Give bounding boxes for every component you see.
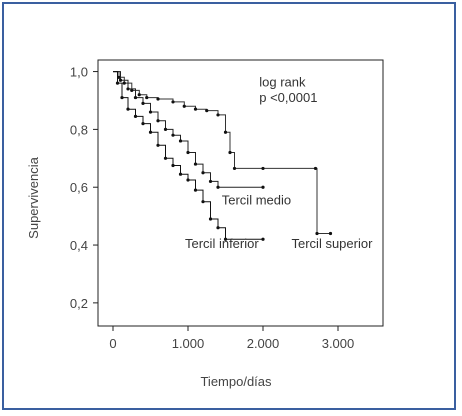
series-label-tercil-medio: Tercil medio [222, 193, 291, 208]
y-tick-label: 0,6 [70, 180, 88, 195]
data-point-tercil-superior [223, 130, 228, 134]
data-point-tercil-medio [193, 162, 198, 166]
data-point-tercil-inferior [208, 217, 213, 221]
data-point-tercil-medio [216, 185, 220, 189]
data-point-tercil-superior [182, 104, 186, 108]
x-tick-label: 3.000 [322, 336, 355, 351]
annotation-text: log rank [259, 75, 306, 90]
data-point-tercil-inferior [261, 237, 265, 241]
data-point-tercil-superior [193, 107, 198, 111]
data-point-tercil-superior [130, 88, 134, 92]
y-axis-ticks: 0,2 0,4 0,6 0,8 1,0 [70, 65, 98, 311]
x-tick-label: 0 [109, 336, 116, 351]
data-point-tercil-inferior [201, 200, 205, 204]
data-point-tercil-superior [122, 81, 126, 85]
x-tick-label: 1.000 [172, 336, 205, 351]
data-point-tercil-superior [145, 95, 149, 100]
data-point-tercil-medio [186, 150, 190, 155]
x-axis-ticks: 0 1.000 2.000 3.000 [109, 326, 354, 351]
y-tick-label: 0,4 [70, 238, 88, 253]
data-point-tercil-inferior [163, 156, 168, 160]
data-point-tercil-inferior [171, 163, 175, 168]
data-point-tercil-inferior [156, 143, 160, 147]
data-point-tercil-medio [201, 171, 205, 175]
data-point-tercil-medio [171, 133, 175, 137]
chart-frame [2, 2, 456, 410]
labels-group: Tercil superior Tercil medio Tercil inferi… [185, 75, 373, 251]
data-point-tercil-medio [148, 110, 153, 114]
data-point-tercil-superior [313, 166, 318, 171]
data-point-tercil-inferior [133, 114, 138, 118]
y-tick-label: 0,8 [70, 122, 88, 137]
series-label-tercil-superior: Tercil superior [292, 236, 374, 251]
data-point-tercil-medio [178, 139, 183, 143]
series-line-tercil-superior [113, 71, 331, 234]
data-point-tercil-inferior [193, 188, 198, 192]
annotation-text: p <0,0001 [259, 90, 317, 105]
data-point-tercil-medio [163, 127, 168, 131]
data-point-tercil-superior [137, 93, 141, 97]
data-point-tercil-medio [126, 87, 130, 91]
series-group [113, 71, 333, 241]
x-tick-label: 2.000 [247, 336, 280, 351]
data-point-tercil-medio [208, 179, 213, 184]
data-point-tercil-superior [171, 100, 175, 104]
data-point-tercil-inferior [126, 107, 130, 111]
data-point-tercil-superior [232, 166, 237, 171]
data-point-tercil-medio [141, 101, 145, 105]
data-point-tercil-superior [315, 231, 319, 236]
data-point-tercil-superior [261, 166, 265, 171]
y-tick-label: 1,0 [70, 65, 88, 80]
data-point-tercil-inferior [216, 226, 220, 230]
data-point-tercil-inferior [223, 237, 228, 241]
series-line-tercil-medio [113, 71, 263, 188]
data-point-tercil-superior [156, 97, 160, 101]
data-point-tercil-inferior [115, 81, 120, 85]
data-point-tercil-inferior [186, 178, 190, 182]
plot-border [97, 59, 384, 327]
data-point-tercil-inferior [141, 122, 145, 126]
series-line-tercil-inferior [113, 71, 263, 240]
data-point-tercil-superior [228, 150, 232, 155]
data-point-tercil-superior [216, 113, 220, 117]
data-point-tercil-inferior [178, 172, 183, 176]
y-tick-label: 0,2 [70, 296, 88, 311]
data-point-tercil-inferior [148, 130, 153, 134]
data-point-tercil-medio [118, 78, 123, 82]
data-point-tercil-superior [205, 108, 209, 113]
x-axis-title: Tiempo/días [200, 374, 272, 389]
data-point-tercil-medio [261, 185, 265, 189]
y-axis-title: Supervivencia [26, 156, 41, 238]
data-point-tercil-superior [328, 231, 333, 236]
series-label-tercil-inferior: Tercil inferior [185, 236, 259, 251]
data-point-tercil-medio [156, 119, 160, 123]
data-point-tercil-medio [133, 95, 138, 100]
data-point-tercil-inferior [120, 95, 124, 100]
data-point-tercil-superior [117, 75, 121, 79]
plot-area [97, 59, 384, 327]
